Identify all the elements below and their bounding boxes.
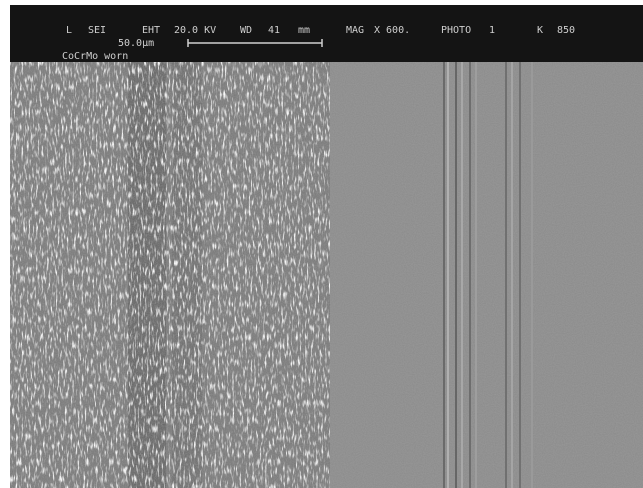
k-value: 850 — [557, 25, 575, 36]
eht-label: EHT — [142, 25, 160, 36]
wd-unit: mm — [298, 25, 310, 36]
mag-value: X 600. — [374, 25, 410, 36]
mag-label: MAG — [346, 25, 364, 36]
photo-label: PHOTO — [441, 25, 471, 36]
wd-value: 41 — [268, 25, 280, 36]
grain-texture — [10, 62, 643, 488]
photo-value: 1 — [489, 25, 495, 36]
detector: SEI — [88, 25, 106, 36]
wd-label: WD — [240, 25, 252, 36]
scale-label: 50.0μm — [118, 38, 154, 49]
sample-label: CoCrMo worn — [62, 51, 128, 62]
detector-mode: L — [66, 25, 72, 36]
page: {"header": {"fields": ["L", "SEI", "EHT"… — [0, 0, 643, 488]
micrograph: L SEI EHT 20.0 KV WD 41 mm MAG X 600. PH… — [0, 0, 643, 488]
k-label: K — [537, 25, 543, 36]
eht-value: 20.0 KV — [174, 25, 216, 36]
